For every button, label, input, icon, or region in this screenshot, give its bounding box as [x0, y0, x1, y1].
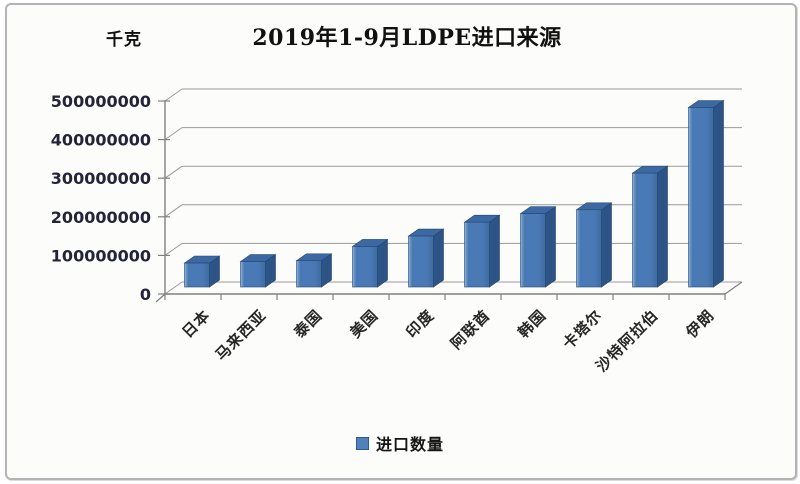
- x-category-label-马来西亚: 马来西亚: [212, 306, 270, 364]
- bar-side-卡塔尔: [601, 202, 612, 288]
- chart-title: 2019年1-9月LDPE进口来源: [252, 25, 562, 51]
- x-category-label-日本: 日本: [178, 306, 213, 341]
- x-category-label-阿联酋: 阿联酋: [447, 306, 494, 353]
- bar-side-印度: [433, 228, 444, 288]
- grid-depth-connector: [164, 281, 183, 295]
- bar-印度: [408, 235, 434, 288]
- bar-side-韩国: [545, 206, 556, 288]
- x-category-label-美国: 美国: [346, 306, 381, 341]
- grid-depth-connector: [164, 204, 183, 218]
- y-tick-label-200000000: 200000000: [51, 208, 151, 227]
- bar-side-伊朗: [713, 99, 724, 288]
- grid-depth-connector: [164, 165, 183, 179]
- grid-depth-connector: [164, 242, 183, 256]
- grid-depth-connector: [164, 127, 183, 141]
- floor-right-edge: [724, 281, 743, 295]
- x-category-label-印度: 印度: [402, 306, 437, 341]
- bar-side-美国: [377, 238, 388, 288]
- bar-泰国: [296, 260, 322, 288]
- x-category-label-伊朗: 伊朗: [682, 306, 718, 342]
- x-category-label-卡塔尔: 卡塔尔: [559, 306, 606, 353]
- bar-伊朗: [688, 107, 714, 288]
- y-tick-label-100000000: 100000000: [51, 246, 151, 265]
- y-axis-unit-label: 千克: [106, 30, 142, 50]
- x-category-label-韩国: 韩国: [514, 306, 549, 341]
- legend-label: 进口数量: [375, 435, 444, 454]
- bar-日本: [184, 262, 210, 288]
- legend-swatch-icon: [355, 436, 369, 450]
- bar-阿联酋: [464, 221, 490, 288]
- y-tick-label-300000000: 300000000: [51, 169, 151, 188]
- y-tick-label-0: 0: [140, 285, 151, 304]
- legend: 进口数量: [0, 431, 800, 455]
- bar-韩国: [520, 213, 546, 288]
- bar-沙特阿拉伯: [632, 172, 658, 288]
- bar-美国: [352, 246, 378, 288]
- y-tick-label-400000000: 400000000: [51, 131, 151, 150]
- bar-side-阿联酋: [489, 214, 500, 288]
- origin-depth-tick: [155, 293, 166, 303]
- grid-depth-connector: [164, 88, 183, 102]
- x-category-label-泰国: 泰国: [290, 306, 326, 342]
- y-tick-label-500000000: 500000000: [51, 92, 151, 111]
- bar-马来西亚: [240, 261, 266, 288]
- bar-side-沙特阿拉伯: [657, 165, 668, 288]
- bar-卡塔尔: [576, 209, 602, 288]
